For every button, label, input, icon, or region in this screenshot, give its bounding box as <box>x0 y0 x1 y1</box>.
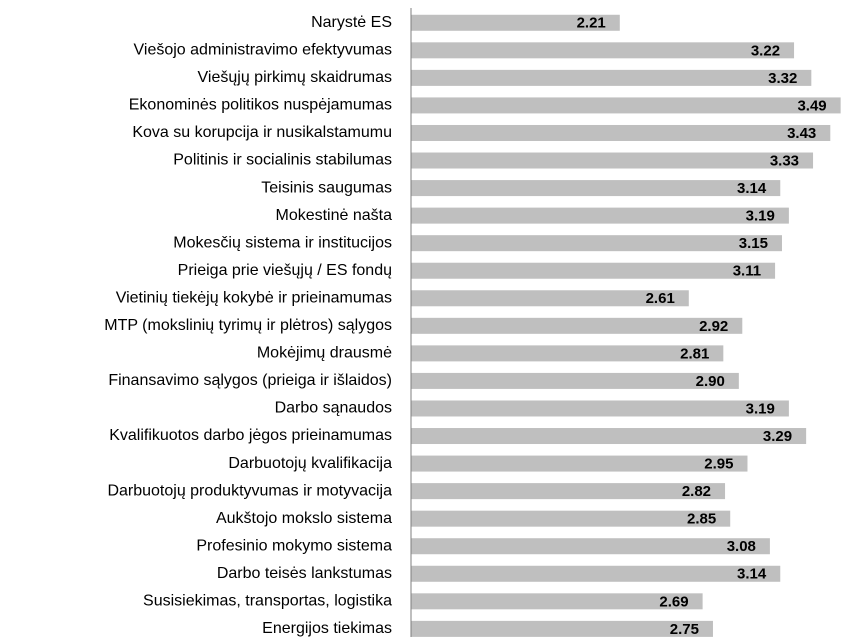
bar <box>411 345 724 362</box>
category-label: Susisiekimas, transportas, logistika <box>143 593 392 610</box>
value-label: 3.19 <box>746 400 775 417</box>
category-label: Finansavimo sąlygos (prieiga ir išlaidos… <box>108 372 392 389</box>
value-label: 3.08 <box>727 538 756 555</box>
category-label: Ekonominės politikos nuspėjamumas <box>129 97 392 114</box>
category-label: Darbo teisės lankstumas <box>217 565 392 582</box>
value-label: 3.14 <box>737 180 767 197</box>
bar <box>411 290 689 307</box>
value-label: 3.43 <box>787 125 816 142</box>
category-label: Teisinis saugumas <box>261 179 392 196</box>
bar <box>411 510 731 527</box>
value-label: 3.32 <box>768 70 797 87</box>
category-label: Mokestinė našta <box>275 207 392 224</box>
value-label: 2.61 <box>646 290 675 307</box>
bar <box>411 455 748 472</box>
bar <box>411 593 703 610</box>
category-label: Narystė ES <box>311 14 392 31</box>
category-label: Darbo sąnaudos <box>275 400 392 417</box>
bar <box>411 565 781 582</box>
value-label: 2.21 <box>577 15 606 32</box>
value-label: 3.33 <box>770 152 799 169</box>
bar <box>411 317 743 334</box>
category-label: Politinis ir socialinis stabilumas <box>173 152 392 169</box>
category-label: Prieiga prie viešųjų / ES fondų <box>178 262 392 279</box>
value-label: 2.69 <box>659 593 688 610</box>
category-label: Kova su korupcija ir nusikalstamumu <box>132 124 392 141</box>
bar <box>411 428 807 445</box>
category-label: Viešųjų pirkimų skaidrumas <box>198 69 392 86</box>
category-label: Energijos tiekimas <box>262 620 392 637</box>
category-label: Aukštojo mokslo sistema <box>216 510 392 527</box>
category-label: Profesinio mokymo sistema <box>196 537 392 554</box>
category-label: MTP (mokslinių tyrimų ir plėtros) sąlygo… <box>104 317 392 334</box>
value-label: 2.85 <box>687 511 716 528</box>
category-label: Kvalifikuotos darbo jėgos prieinamumas <box>109 427 392 444</box>
value-label: 3.19 <box>746 208 775 225</box>
value-label: 3.22 <box>751 42 780 59</box>
category-label: Viešojo administravimo efektyvumas <box>134 42 392 59</box>
bar <box>411 69 812 86</box>
value-label: 2.75 <box>670 621 699 637</box>
value-label: 3.14 <box>737 566 767 583</box>
category-label: Darbuotojų kvalifikacija <box>228 455 392 472</box>
category-label: Darbuotojų produktyvumas ir motyvacija <box>107 482 392 499</box>
bar <box>411 483 726 500</box>
bar <box>411 235 782 252</box>
category-label: Vietinių tiekėjų kokybė ir prieinamumas <box>116 289 392 306</box>
bar <box>411 97 841 114</box>
bar <box>411 372 739 389</box>
value-label: 3.49 <box>797 97 826 114</box>
bar <box>411 262 776 279</box>
bar <box>411 538 770 555</box>
bar <box>411 207 789 224</box>
value-label: 2.95 <box>704 456 733 473</box>
bar <box>411 400 789 417</box>
value-label: 2.82 <box>682 483 711 500</box>
bar <box>411 42 795 59</box>
bar <box>411 14 620 31</box>
bar <box>411 180 781 197</box>
value-label: 2.81 <box>680 345 709 362</box>
value-label: 3.11 <box>733 263 761 280</box>
value-label: 3.15 <box>739 235 768 252</box>
bar <box>411 620 713 637</box>
value-label: 3.29 <box>763 428 792 445</box>
value-label: 2.92 <box>699 318 728 335</box>
category-label: Mokėjimų drausmė <box>257 345 392 362</box>
bar <box>411 124 831 141</box>
value-label: 2.90 <box>696 373 725 390</box>
category-label: Mokesčių sistema ir institucijos <box>173 234 392 251</box>
bar <box>411 152 814 169</box>
